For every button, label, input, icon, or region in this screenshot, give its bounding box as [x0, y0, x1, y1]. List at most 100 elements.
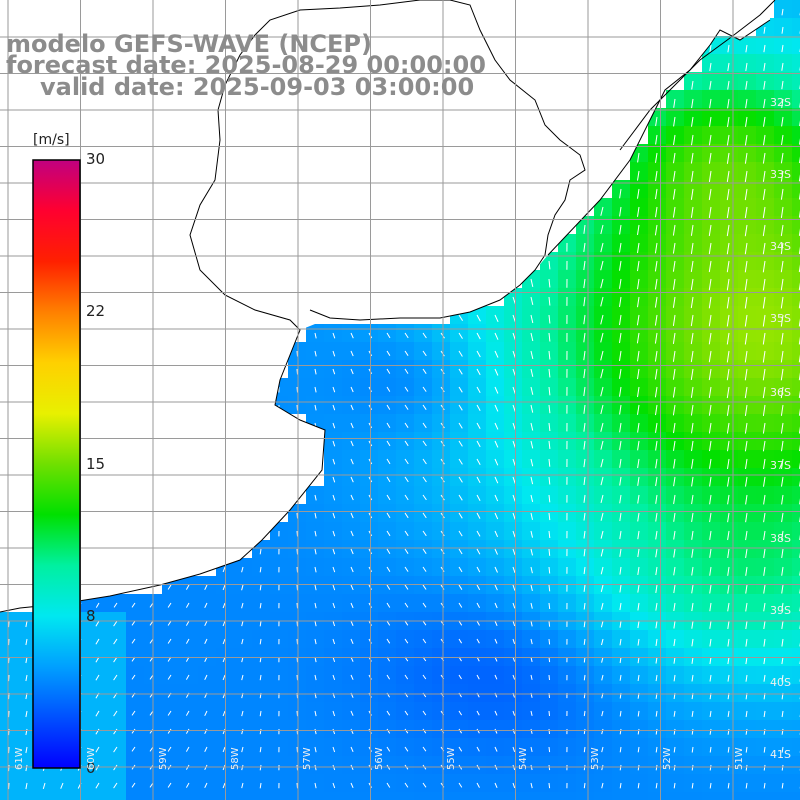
wind-arrow: [332, 422, 336, 429]
wind-arrow: [259, 782, 262, 789]
wind-arrow: [476, 386, 481, 394]
wind-arrow: [241, 746, 244, 753]
wind-arrow: [422, 620, 427, 626]
wind-cell: [252, 792, 270, 800]
wind-arrow: [583, 260, 586, 271]
wind-arrow: [745, 530, 748, 541]
wind-arrow: [259, 728, 262, 735]
wind-arrow: [583, 224, 586, 234]
wind-arrow: [708, 296, 712, 309]
wind-arrow: [726, 350, 730, 363]
wind-arrow: [672, 170, 676, 182]
wind-arrow: [655, 188, 658, 200]
lon-label-54w: 54W: [518, 747, 529, 770]
wind-arrow: [259, 566, 262, 573]
wind-arrow: [332, 368, 336, 375]
wind-arrow: [350, 620, 354, 627]
colorbar-tick-0: 0: [86, 759, 96, 777]
wind-arrow: [204, 620, 208, 627]
wind-cell: [648, 792, 666, 800]
wind-arrow: [619, 710, 622, 717]
wind-arrow: [458, 728, 463, 734]
wind-arrow: [727, 530, 730, 541]
wind-arrow: [690, 260, 694, 272]
wind-arrow: [727, 728, 730, 735]
wind-arrow: [744, 296, 748, 309]
wind-arrow: [709, 440, 712, 452]
wind-arrow: [619, 602, 622, 611]
wind-arrow: [781, 620, 784, 629]
wind-arrow: [673, 764, 676, 771]
wind-arrow: [296, 404, 298, 411]
wind-arrow: [744, 350, 748, 363]
wind-arrow: [690, 170, 694, 182]
wind-arrow: [763, 710, 766, 718]
wind-arrow: [494, 548, 498, 555]
wind-arrow: [619, 494, 622, 504]
wind-arrow: [745, 638, 748, 647]
wind-arrow: [600, 440, 604, 450]
wind-arrow: [332, 404, 336, 411]
wind-arrow: [709, 98, 712, 109]
wind-arrow: [780, 296, 784, 309]
wind-arrow: [422, 728, 427, 734]
wind-arrow: [763, 134, 766, 146]
wind-arrow: [458, 440, 463, 447]
wind-arrow: [654, 314, 658, 326]
wind-arrow: [619, 548, 622, 557]
wind-arrow: [583, 710, 586, 717]
wind-arrow: [332, 728, 336, 735]
wind-arrow: [494, 476, 499, 484]
wind-arrow: [673, 566, 676, 576]
wind-arrow: [637, 206, 640, 217]
wind-arrow: [600, 368, 604, 379]
coastline: [0, 0, 771, 613]
wind-arrow: [583, 476, 586, 486]
wind-arrow: [314, 782, 317, 789]
wind-arrow: [332, 350, 336, 357]
wind-arrow: [476, 620, 480, 626]
wind-arrow: [458, 422, 463, 429]
wind-arrow: [458, 314, 464, 321]
wind-arrow: [636, 314, 640, 326]
wind-arrow: [637, 674, 640, 681]
wind-arrow: [386, 566, 391, 572]
wind-arrow: [476, 584, 481, 591]
wind-arrow: [185, 602, 190, 608]
wind-arrow: [672, 296, 676, 308]
wind-arrow: [476, 332, 481, 340]
wind-arrow: [458, 746, 463, 752]
wind-arrow: [350, 386, 354, 393]
lat-label-39s: 39S: [770, 604, 791, 617]
wind-arrow: [259, 746, 262, 753]
wind-arrow: [708, 422, 712, 434]
wind-arrow: [259, 602, 262, 609]
wind-arrow: [709, 782, 712, 789]
wind-arrow: [458, 476, 463, 483]
wind-arrow: [673, 710, 676, 717]
wind-arrow: [350, 368, 354, 375]
wind-arrow: [762, 170, 766, 182]
wind-arrow: [386, 512, 391, 519]
wind-arrow: [709, 548, 712, 558]
wind-arrow: [691, 764, 694, 771]
wind-arrow: [530, 710, 533, 716]
wind-arrow: [673, 782, 676, 789]
wind-arrow: [494, 674, 498, 680]
wind-arrow: [726, 314, 730, 327]
wind-arrow: [727, 656, 730, 665]
wind-cell: [774, 792, 792, 800]
wind-arrow: [637, 530, 640, 540]
wind-arrow: [548, 620, 551, 627]
wind-arrow: [386, 710, 391, 716]
wind-arrow: [781, 8, 784, 16]
wind-arrow: [259, 710, 262, 717]
wind-arrow: [350, 422, 354, 429]
wind-arrow: [654, 368, 658, 380]
wind-arrow: [404, 530, 409, 537]
wind-arrow: [583, 620, 586, 628]
wind-arrow: [691, 656, 694, 664]
forecast-date: forecast date: 2025-08-29 00:00:00: [6, 51, 486, 79]
wind-arrow: [708, 170, 712, 182]
wind-arrow: [619, 440, 622, 451]
